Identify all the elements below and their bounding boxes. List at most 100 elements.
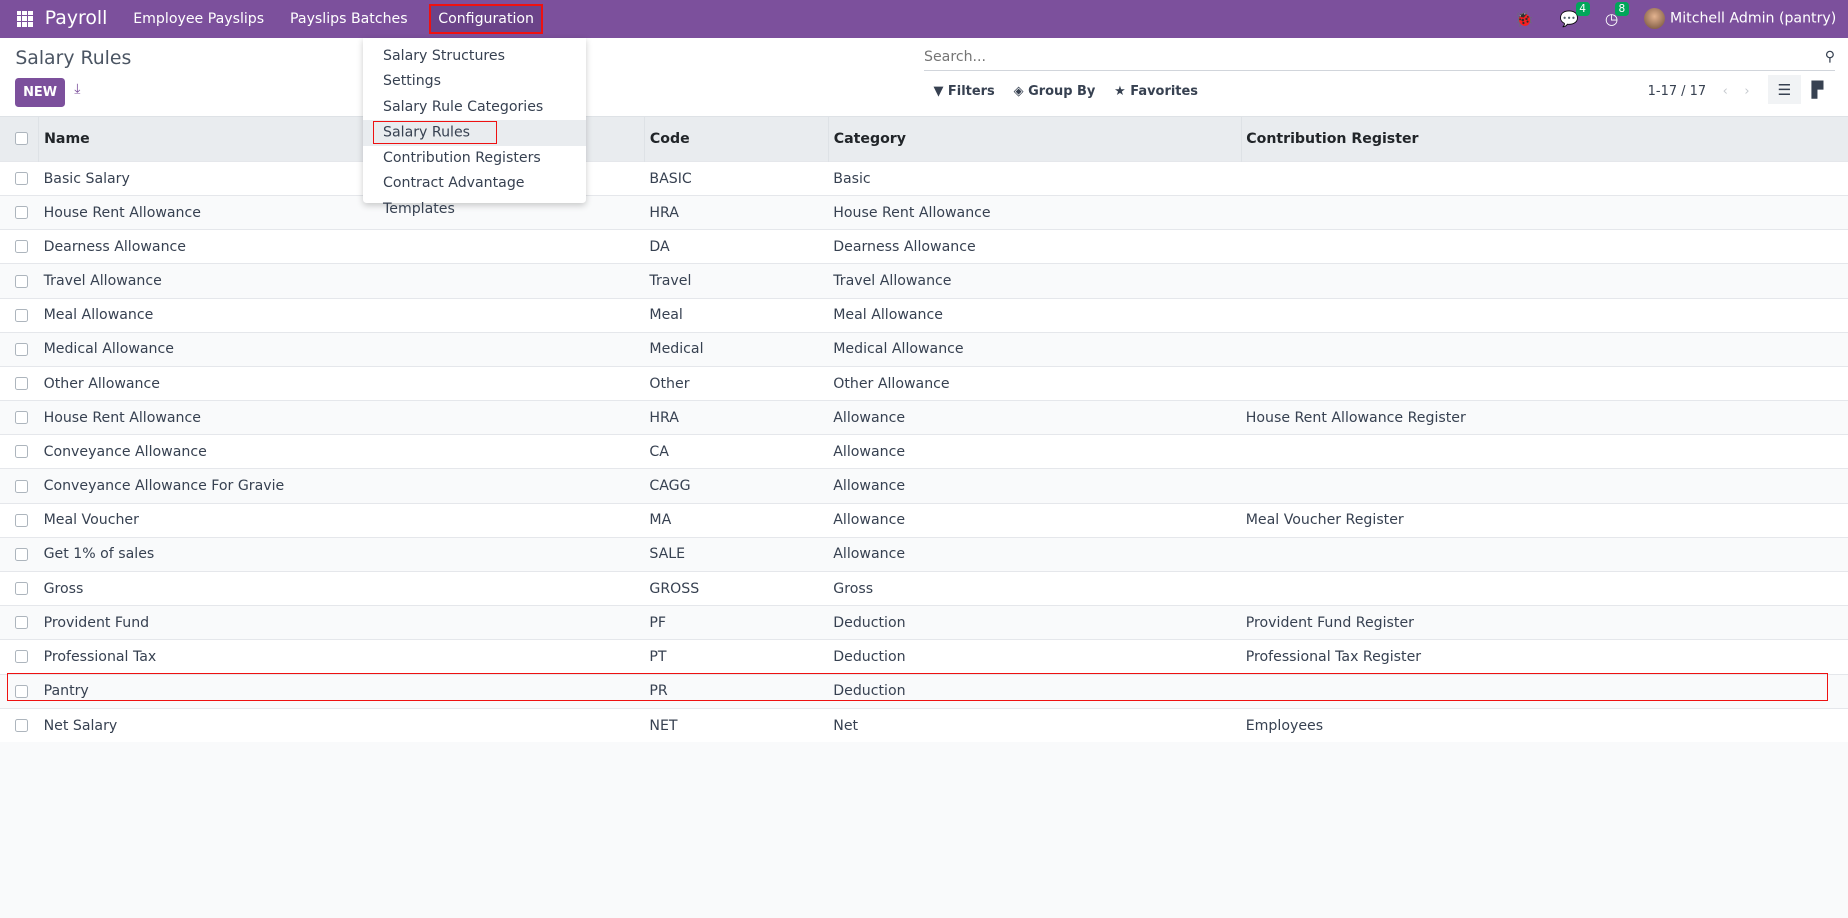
row-select[interactable] (0, 707, 39, 743)
kanban-view-icon[interactable]: ▛ (1811, 80, 1824, 99)
cell-category: Net (828, 707, 1242, 743)
table-row[interactable]: Basic Salary BASIC Basic (0, 160, 1848, 196)
row-select[interactable] (0, 365, 39, 401)
select-all[interactable] (0, 116, 39, 162)
table-row[interactable]: Net Salary NET Net Employees (0, 707, 1848, 743)
table-row[interactable]: Professional Tax PT Deduction Professional … (0, 639, 1848, 675)
menu-item-contract-advantage-templates[interactable]: Contract Advantage Templates (383, 175, 525, 217)
filters-button[interactable]: ▼ Filters (933, 84, 994, 99)
pager-prev-icon[interactable]: ‹ (1722, 83, 1728, 99)
row-checkbox[interactable] (15, 274, 29, 288)
pager-next-icon[interactable]: › (1744, 83, 1750, 99)
table-row[interactable]: Provident Fund PF Deduction Provident Fund … (0, 605, 1848, 640)
row-checkbox[interactable] (15, 616, 29, 630)
search-input[interactable] (924, 49, 1825, 66)
row-checkbox[interactable] (15, 650, 29, 664)
row-select[interactable] (0, 263, 39, 299)
search-icon[interactable]: ⚲ (1824, 49, 1836, 66)
table-row[interactable]: Get 1% of sales SALE Allowance (0, 536, 1848, 572)
cell-name: Gross (38, 571, 645, 606)
row-select[interactable] (0, 331, 39, 367)
menu-item-salary-rule-categories[interactable]: Salary Rule Categories (383, 98, 544, 115)
row-checkbox[interactable] (15, 411, 29, 425)
favorites-button[interactable]: ★ Favorites (1114, 84, 1198, 99)
search-bar: ⚲ (924, 45, 1836, 71)
menu-item-settings[interactable]: Settings (383, 73, 441, 90)
row-select[interactable] (0, 502, 39, 538)
cell-category: House Rent Allowance (828, 195, 1242, 230)
table-row[interactable]: Conveyance Allowance CA Allowance (0, 434, 1848, 469)
group-by-button[interactable]: ◈ Group By (1014, 84, 1096, 99)
menu-payslips-batches[interactable]: Payslips Batches (290, 10, 408, 27)
apps-menu-icon[interactable] (16, 10, 34, 28)
cell-category: Deduction (828, 639, 1242, 675)
row-checkbox[interactable] (15, 547, 29, 561)
col-contribution-register[interactable]: Contribution Register (1240, 116, 1848, 162)
cell-contribution-register (1241, 571, 1848, 606)
table-row[interactable]: Meal Voucher MA Allowance Meal Voucher Regi… (0, 502, 1848, 538)
table-row[interactable]: Gross GROSS Gross (0, 571, 1848, 606)
row-select[interactable] (0, 536, 39, 572)
cell-category: Medical Allowance (828, 331, 1242, 367)
list-view-icon[interactable]: ☰ (1767, 75, 1801, 104)
row-checkbox[interactable] (15, 377, 29, 391)
row-select[interactable] (0, 571, 39, 606)
table-row[interactable]: Meal Allowance Meal Meal Allowance (0, 297, 1848, 333)
menu-item-salary-structures[interactable]: Salary Structures (383, 47, 505, 64)
app-name[interactable]: Payroll (44, 8, 108, 30)
table-row[interactable]: Dearness Allowance DA Dearness Allowance (0, 229, 1848, 264)
pager-value[interactable]: 1-17 / 17 (1647, 83, 1707, 99)
menu-item-contribution-registers[interactable]: Contribution Registers (383, 149, 541, 166)
cell-name: Conveyance Allowance (38, 434, 645, 469)
col-code[interactable]: Code (644, 116, 829, 162)
cell-contribution-register (1241, 160, 1848, 196)
col-category[interactable]: Category (828, 116, 1242, 162)
row-select[interactable] (0, 297, 39, 333)
salary-rules-table: Name Code Category Contribution Register… (0, 116, 1848, 743)
cell-contribution-register (1241, 536, 1848, 572)
row-select[interactable] (0, 229, 39, 264)
row-checkbox[interactable] (15, 513, 29, 527)
row-select[interactable] (0, 160, 39, 196)
row-select[interactable] (0, 195, 39, 230)
row-checkbox[interactable] (15, 719, 29, 732)
table-row[interactable]: Travel Allowance Travel Travel Allowance (0, 263, 1848, 299)
download-icon[interactable]: ⤓ (74, 81, 81, 98)
row-checkbox[interactable] (15, 240, 29, 254)
new-button[interactable]: NEW (15, 77, 65, 108)
row-checkbox[interactable] (15, 479, 29, 493)
row-checkbox[interactable] (15, 172, 29, 185)
row-checkbox[interactable] (15, 445, 29, 459)
activity-clock-icon[interactable]: ◷ 8 (1605, 1, 1629, 28)
menu-employee-payslips[interactable]: Employee Payslips (133, 10, 265, 27)
debug-bug-icon[interactable]: 🐞 (1514, 9, 1534, 28)
row-select[interactable] (0, 468, 39, 504)
cell-contribution-register: Meal Voucher Register (1241, 502, 1848, 538)
table-row[interactable]: House Rent Allowance HRA House Rent Allowa… (0, 195, 1848, 230)
select-all-checkbox[interactable] (15, 132, 29, 146)
row-checkbox[interactable] (15, 684, 29, 698)
table-row[interactable]: Pantry PR Deduction (0, 673, 1848, 709)
table-row[interactable]: House Rent Allowance HRA Allowance House Re… (0, 400, 1848, 435)
table-row[interactable]: Conveyance Allowance For Gravie CAGG Allow… (0, 468, 1848, 504)
cell-code: Other (644, 365, 829, 401)
row-select[interactable] (0, 400, 39, 435)
row-checkbox[interactable] (15, 206, 29, 220)
row-checkbox[interactable] (15, 342, 29, 356)
user-menu[interactable]: Mitchell Admin (pantry) (1644, 8, 1836, 30)
row-select[interactable] (0, 673, 39, 709)
cell-code: CA (644, 434, 829, 469)
menu-item-label: Salary Rules (372, 120, 497, 144)
table-row[interactable]: Other Allowance Other Other Allowance (0, 365, 1848, 401)
row-select[interactable] (0, 639, 39, 675)
menu-configuration[interactable]: Configuration (429, 4, 544, 34)
menu-item-salary-rules[interactable]: Salary Rules (363, 120, 586, 146)
cell-code: CAGG (644, 468, 829, 504)
row-checkbox[interactable] (15, 308, 29, 322)
table-row[interactable]: Medical Allowance Medical Medical Allowanc… (0, 331, 1848, 367)
cell-category: Travel Allowance (828, 263, 1242, 299)
row-select[interactable] (0, 605, 39, 640)
row-checkbox[interactable] (15, 582, 29, 596)
row-select[interactable] (0, 434, 39, 469)
chat-icon[interactable]: 💬 4 (1560, 1, 1590, 28)
